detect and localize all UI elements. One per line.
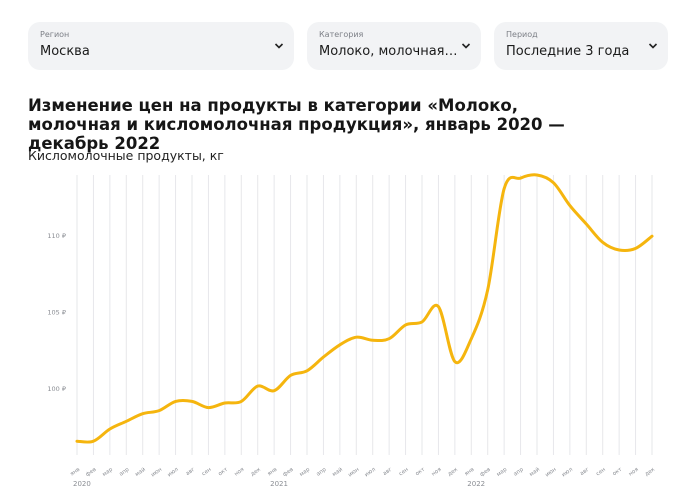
data-point: [403, 322, 409, 328]
data-point: [419, 319, 425, 325]
x-tick-label: май: [134, 466, 147, 478]
year-label: 2020: [73, 480, 91, 488]
data-point: [583, 221, 589, 227]
data-point: [435, 304, 441, 310]
data-point: [189, 398, 195, 404]
data-point: [485, 287, 491, 293]
x-tick-label: апр: [316, 466, 328, 477]
category-select[interactable]: Категория Молоко, молочная и ...: [307, 22, 481, 70]
x-tick-label: ноя: [628, 467, 640, 478]
data-point: [320, 354, 326, 360]
x-tick-label: авг: [185, 467, 196, 477]
data-point: [600, 239, 606, 245]
chart-title: Изменение цен на продукты в категории «М…: [28, 96, 565, 153]
data-point: [386, 336, 392, 342]
data-point: [501, 186, 507, 192]
data-point: [74, 438, 80, 444]
data-point: [222, 400, 228, 406]
data-point: [173, 398, 179, 404]
data-point: [337, 342, 343, 348]
data-point: [567, 203, 573, 209]
x-tick-label: ноя: [431, 467, 443, 478]
chevron-down-icon: [274, 43, 284, 49]
data-point: [288, 372, 294, 378]
x-tick-label: мар: [102, 466, 115, 478]
data-point: [370, 337, 376, 343]
x-tick-label: янв: [267, 467, 279, 478]
x-tick-label: мар: [496, 466, 509, 478]
year-label: 2021: [270, 480, 288, 488]
x-tick-label: янв: [464, 467, 476, 478]
chart-subtitle: Кисломолочные продукты, кг: [28, 148, 224, 163]
data-point: [452, 359, 458, 365]
chevron-down-icon: [648, 43, 658, 49]
x-tick-label: май: [528, 466, 541, 478]
data-point: [353, 334, 359, 340]
x-tick-label: сен: [595, 466, 607, 477]
y-tick-label: 105 ₽: [47, 309, 66, 317]
x-tick-label: июл: [561, 466, 574, 478]
x-tick-label: июн: [347, 466, 360, 478]
data-point: [468, 336, 474, 342]
x-tick-label: июн: [150, 466, 163, 478]
x-tick-label: сен: [201, 466, 213, 477]
x-tick-label: июл: [167, 466, 180, 478]
x-tick-label: мар: [299, 466, 312, 478]
data-point: [271, 388, 277, 394]
x-tick-label: апр: [118, 466, 130, 477]
x-tick-label: ноя: [234, 467, 246, 478]
y-tick-label: 110 ₽: [47, 232, 66, 240]
data-point: [550, 180, 556, 186]
data-point: [238, 398, 244, 404]
data-point: [518, 175, 524, 181]
data-point: [107, 426, 113, 432]
data-point: [649, 233, 655, 239]
chevron-down-icon: [461, 43, 471, 49]
period-select[interactable]: Период Последние 3 года: [494, 22, 668, 70]
data-point: [255, 383, 261, 389]
data-point: [534, 172, 540, 178]
x-tick-label: июл: [364, 466, 377, 478]
x-tick-label: дек: [447, 466, 460, 477]
data-point: [90, 438, 96, 444]
series-line: [75, 173, 654, 444]
x-tick-label: сен: [398, 466, 410, 477]
x-tick-label: окт: [415, 466, 427, 477]
category-select-label: Категория: [319, 30, 364, 39]
filters-bar: Регион Москва Категория Молоко, молочная…: [28, 22, 668, 70]
x-tick-label: апр: [513, 466, 525, 477]
x-tick-label: окт: [612, 466, 624, 477]
x-tick-label: фев: [479, 467, 492, 478]
data-point: [123, 418, 129, 424]
x-tick-label: авг: [579, 467, 590, 477]
x-tick-label: янв: [69, 467, 81, 478]
x-tick-label: фев: [85, 467, 98, 478]
data-point: [140, 411, 146, 417]
x-tick-label: июн: [544, 466, 557, 478]
data-point: [205, 405, 211, 411]
data-point: [616, 247, 622, 253]
x-tick-label: дек: [644, 466, 657, 477]
data-point: [633, 245, 639, 251]
year-label: 2022: [467, 480, 485, 488]
data-point: [304, 368, 310, 374]
x-tick-label: дек: [250, 466, 263, 477]
x-tick-label: май: [331, 466, 344, 478]
y-tick-label: 100 ₽: [47, 385, 66, 393]
x-tick-label: окт: [217, 466, 229, 477]
x-tick-label: авг: [382, 467, 393, 477]
period-select-label: Период: [506, 30, 538, 39]
data-point: [156, 408, 162, 414]
region-select-label: Регион: [40, 30, 70, 39]
x-tick-label: фев: [282, 467, 295, 478]
region-select[interactable]: Регион Москва: [28, 22, 294, 70]
